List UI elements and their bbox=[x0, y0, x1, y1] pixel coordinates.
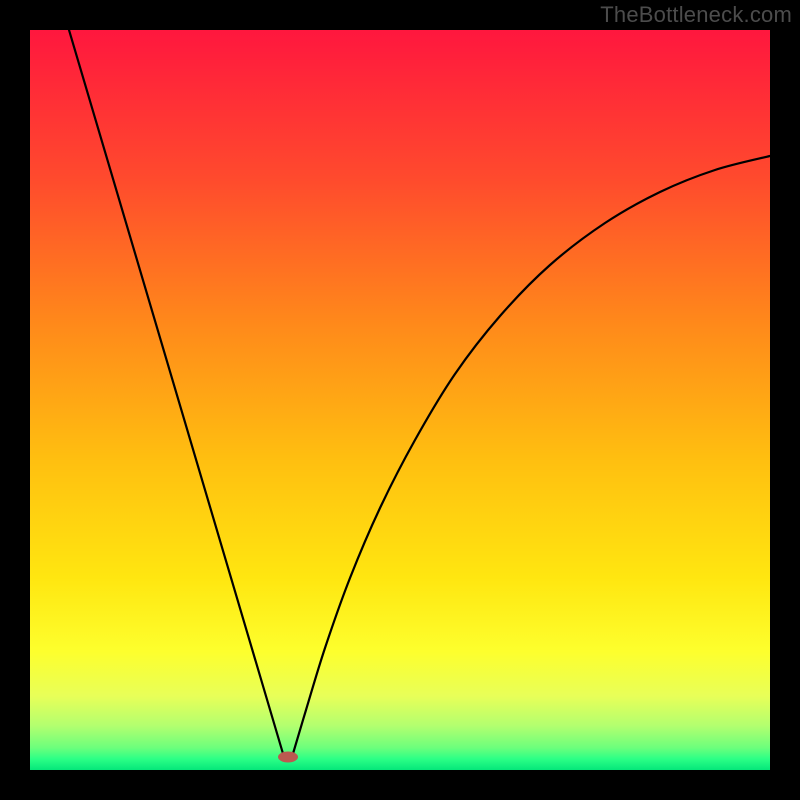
gradient-background bbox=[30, 30, 770, 770]
watermark-text: TheBottleneck.com bbox=[600, 2, 792, 28]
plot-area bbox=[30, 30, 770, 770]
outer-frame: TheBottleneck.com bbox=[0, 0, 800, 800]
plot-svg bbox=[30, 30, 770, 770]
minimum-marker bbox=[278, 752, 298, 763]
